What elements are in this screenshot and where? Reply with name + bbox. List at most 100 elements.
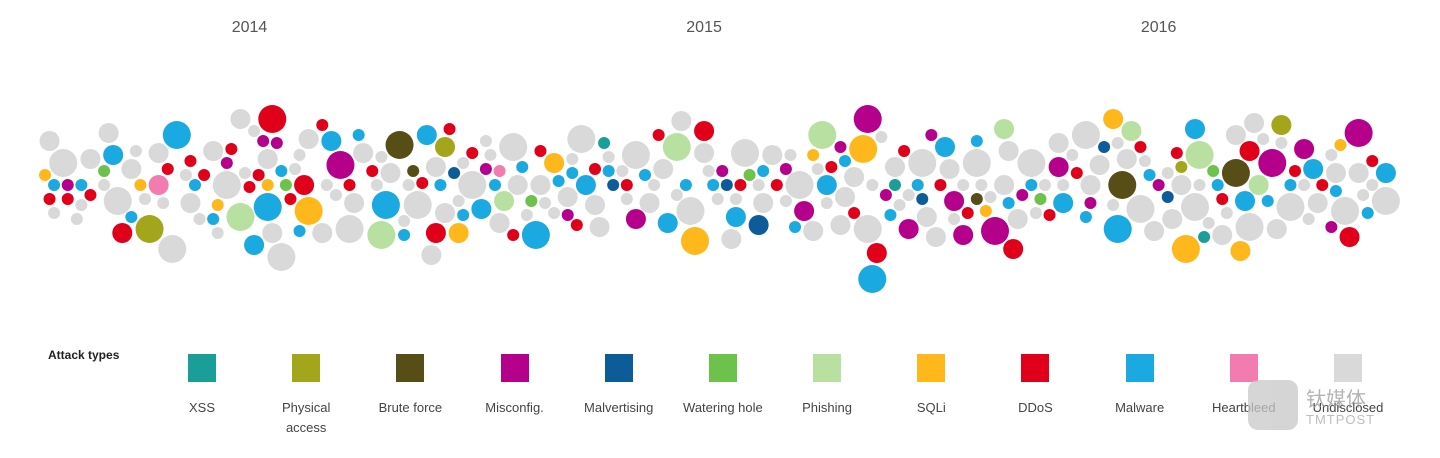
bubble [279,179,292,191]
legend-label: XSS [188,400,215,415]
bubble [676,197,705,225]
bubble [421,245,442,265]
legend-label: Misconfig. [485,400,544,415]
bubble [261,179,274,191]
bubble [994,175,1015,195]
bubble [70,213,83,225]
bubble [39,131,60,151]
bubble [1057,179,1070,191]
bubble [43,193,56,205]
bubble [135,215,164,243]
bubble [293,225,306,237]
bubble [1325,221,1338,233]
bubble [1207,165,1220,177]
bubble [293,149,306,161]
bubble [534,145,547,157]
bubble [1152,179,1165,191]
legend-item: Brute force [365,354,455,418]
bubble [1089,155,1110,175]
bubble [981,217,1009,245]
bubble [879,189,892,201]
bubble [48,179,61,191]
legend-swatch [396,354,425,382]
bubble [312,223,333,243]
bubble [1275,137,1288,149]
bubble [1161,191,1174,203]
bubble [471,199,492,219]
bubble [679,179,692,191]
bubble [957,179,970,191]
bubble [811,163,824,175]
legend-swatch [1021,354,1050,382]
bubble [212,171,241,199]
bubble [1084,197,1097,209]
bubble [380,163,401,183]
bubble [807,149,820,161]
bubble [1185,119,1205,139]
bubble [662,133,691,161]
bubble [625,209,646,229]
bubble [198,169,211,181]
bubble [457,157,470,169]
legend-item: Watering hole [678,354,768,418]
bubble [489,213,510,233]
bubble [525,195,538,207]
bubble [762,145,783,165]
bubble [1235,191,1255,211]
legend-label: Phishing [802,400,853,415]
bubble [1371,187,1400,215]
bubble [1175,161,1188,173]
bubble [902,189,915,201]
bubble [1080,175,1101,195]
bubble [853,215,882,243]
bubble [121,159,142,179]
bubble [366,165,379,177]
bubble [520,209,533,221]
bubble [1002,197,1015,209]
legend-item: Physical access [261,354,351,438]
bubble [398,215,411,227]
bubble [1239,141,1260,161]
bubble [1303,159,1324,179]
bubble [270,137,283,149]
bubble [885,157,905,177]
bubble [244,235,265,255]
bubble [1071,121,1100,149]
bubble [670,189,683,201]
bubble [257,149,278,169]
bubble [112,223,133,243]
legend-swatch [604,354,633,382]
bubble [853,105,882,133]
legend-item: Misconfig. [470,354,560,418]
bubble [825,161,838,173]
bubble [75,179,88,191]
bubble [653,159,674,179]
bubble [248,125,261,137]
bubble [998,141,1019,161]
bubble [566,167,579,179]
bubble [570,219,583,231]
bubble [352,129,365,141]
bubble [1244,113,1265,133]
bubble [1248,175,1269,195]
chart: 2014 2015 2016 [39,19,1400,293]
bubble [567,125,596,153]
bubble [1034,193,1047,205]
bubble [816,175,837,195]
bubble [1375,163,1396,183]
bubble [103,145,124,165]
bubble [884,209,897,221]
bubble [1271,115,1292,135]
legend-swatch [708,354,737,382]
bubble [702,165,715,177]
bubble [211,227,224,239]
bubble [748,215,769,235]
bubble [466,147,479,159]
bubble [753,193,774,213]
bubble [1366,155,1379,167]
bubble [1325,163,1346,183]
bubble [1048,157,1069,177]
bubble [1220,207,1233,219]
bubble [639,169,651,181]
bubble [652,129,665,141]
